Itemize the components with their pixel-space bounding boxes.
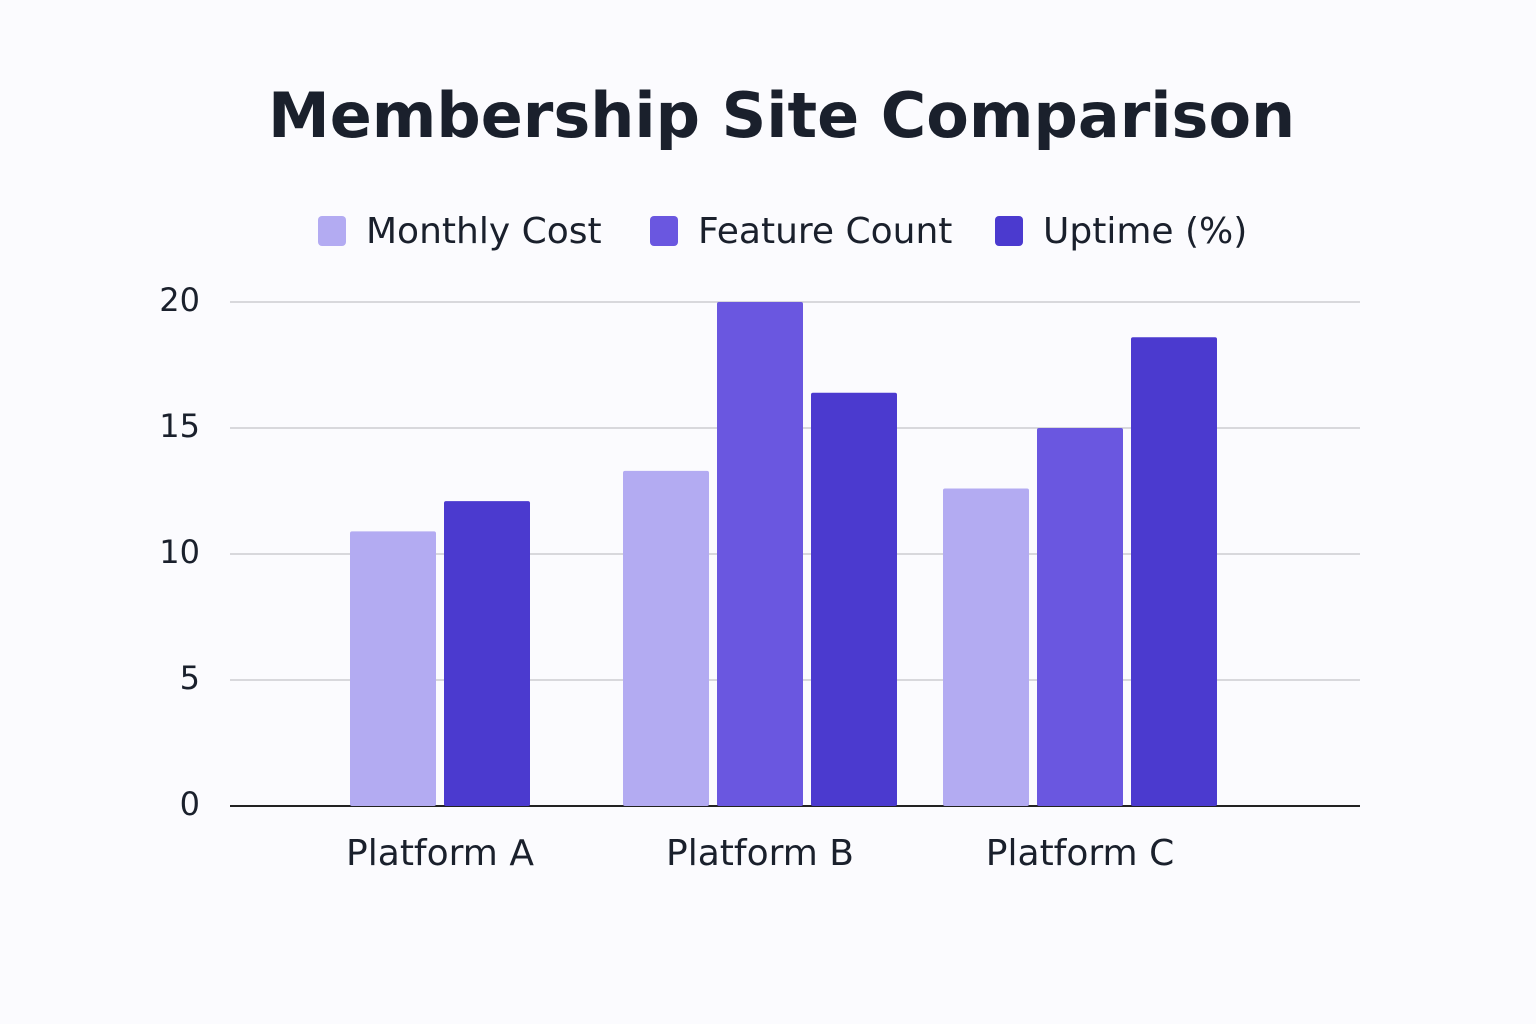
bar bbox=[717, 302, 803, 806]
y-tick-label: 0 bbox=[180, 785, 200, 823]
bar bbox=[350, 531, 436, 806]
y-tick-label: 20 bbox=[159, 281, 200, 319]
y-tick-label: 5 bbox=[180, 659, 200, 697]
chart-title: Membership Site Comparison bbox=[268, 79, 1295, 152]
legend-swatch bbox=[995, 216, 1023, 246]
bar bbox=[943, 488, 1029, 806]
legend-swatch bbox=[318, 216, 346, 246]
bar bbox=[623, 470, 709, 806]
legend-label: Monthly Cost bbox=[366, 211, 602, 252]
x-tick-label: Platform A bbox=[346, 833, 534, 874]
legend-label: Feature Count bbox=[698, 211, 952, 252]
x-tick-label: Platform C bbox=[986, 833, 1174, 874]
bar bbox=[1037, 428, 1123, 806]
legend-label: Uptime (%) bbox=[1043, 211, 1247, 252]
bar bbox=[1131, 337, 1217, 806]
y-tick-label: 15 bbox=[159, 407, 200, 445]
bar bbox=[444, 501, 530, 806]
x-tick-label: Platform B bbox=[666, 833, 854, 874]
bar bbox=[811, 392, 897, 806]
legend-swatch bbox=[650, 216, 678, 246]
y-tick-label: 10 bbox=[159, 533, 200, 571]
